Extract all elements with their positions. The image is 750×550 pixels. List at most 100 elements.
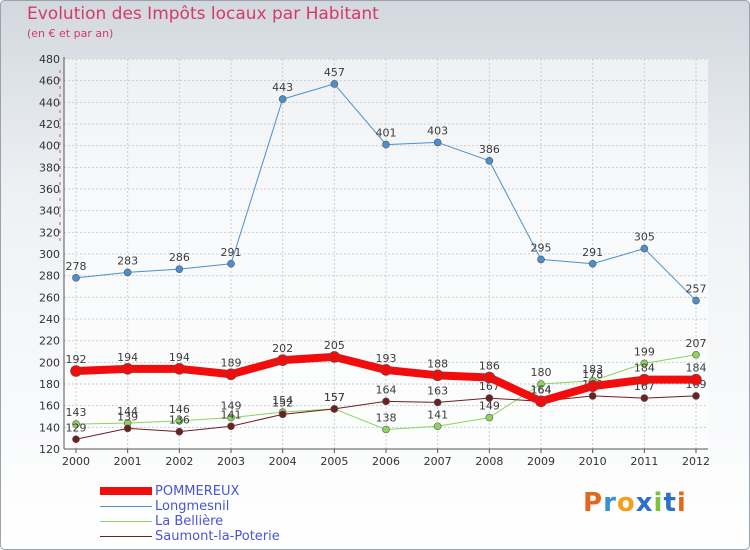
x-tick-label: 2008 xyxy=(475,455,503,468)
data-point-longmesnil xyxy=(278,95,287,103)
y-tick-label: 460 xyxy=(39,75,60,88)
y-tick-label: 320 xyxy=(39,226,60,239)
data-label-longmesnil: 286 xyxy=(169,251,190,264)
x-tick-label: 2009 xyxy=(527,455,555,468)
chart-title: Evolution des Impôts locaux par Habitant xyxy=(27,4,379,24)
data-point-saumont-la-poterie xyxy=(485,394,494,402)
x-tick-label: 2000 xyxy=(62,455,90,468)
data-label-la-belli-re: 144 xyxy=(117,405,138,418)
data-label-la-belli-re: 138 xyxy=(376,412,397,425)
data-label-la-belli-re: 143 xyxy=(66,406,87,419)
data-point-saumont-la-poterie xyxy=(433,398,442,407)
y-tick-label: 480 xyxy=(39,53,60,66)
data-label-longmesnil: 257 xyxy=(686,283,707,296)
data-label-saumont-la-poterie: 164 xyxy=(531,383,552,396)
y-tick-label: 340 xyxy=(39,205,60,218)
data-label-pommereux: 192 xyxy=(66,353,87,366)
data-point-pommereux xyxy=(638,373,651,386)
y-tick-label: 400 xyxy=(39,140,60,153)
y-tick-label: 380 xyxy=(39,161,60,174)
data-label-la-belli-re: 199 xyxy=(634,345,655,358)
x-tick-label: 2011 xyxy=(630,455,658,468)
data-label-saumont-la-poterie: 141 xyxy=(221,408,242,421)
legend-label: Saumont-la-Poterie xyxy=(155,529,280,544)
legend-swatch xyxy=(100,487,152,495)
x-tick-label: 2007 xyxy=(424,455,452,468)
data-label-la-belli-re: 146 xyxy=(169,403,190,416)
data-label-la-belli-re: 183 xyxy=(582,363,603,376)
data-label-longmesnil: 283 xyxy=(117,254,138,267)
proxiti-logo: Proxiti xyxy=(583,488,687,518)
data-label-longmesnil: 403 xyxy=(427,124,448,137)
data-point-pommereux xyxy=(586,380,599,392)
data-point-longmesnil xyxy=(433,138,442,147)
data-point-la-belli-re xyxy=(382,425,390,434)
data-point-saumont-la-poterie xyxy=(123,424,132,433)
x-tick-label: 2004 xyxy=(269,455,297,468)
x-tick-label: 2003 xyxy=(217,455,245,468)
data-label-la-belli-re: 154 xyxy=(272,394,293,407)
data-point-pommereux xyxy=(173,363,186,375)
data-point-la-belli-re xyxy=(433,422,442,431)
data-point-saumont-la-poterie xyxy=(175,427,184,436)
data-label-saumont-la-poterie: 136 xyxy=(169,414,190,427)
data-label-saumont-la-poterie: 163 xyxy=(427,384,448,397)
plot-area: 120 140 160 180 200 220 240 260 280 300 320 340 360 3… xyxy=(39,53,710,468)
x-tick-label: 2005 xyxy=(320,455,348,468)
data-label-longmesnil: 291 xyxy=(582,246,603,259)
data-label-pommereux: 184 xyxy=(686,362,707,375)
data-point-longmesnil xyxy=(588,259,597,268)
data-label-pommereux: 202 xyxy=(272,342,293,355)
legend-swatch xyxy=(100,536,152,537)
x-tick-label: 2010 xyxy=(579,455,607,468)
data-point-pommereux xyxy=(121,363,134,375)
y-tick-label: 180 xyxy=(39,378,60,391)
legend-label: La Bellière xyxy=(155,514,224,529)
data-point-longmesnil xyxy=(485,157,494,165)
x-tick-label: 2002 xyxy=(165,455,193,468)
data-label-la-belli-re: 149 xyxy=(479,400,500,413)
y-tick-label: 220 xyxy=(39,335,60,348)
data-label-pommereux: 164 xyxy=(531,383,552,396)
data-point-la-belli-re xyxy=(640,359,649,368)
legend-swatch xyxy=(100,521,152,522)
data-label-pommereux: 194 xyxy=(169,351,190,364)
data-label-saumont-la-poterie: 164 xyxy=(376,383,397,396)
data-point-longmesnil xyxy=(537,255,545,264)
data-point-longmesnil xyxy=(382,140,390,149)
data-label-la-belli-re: 141 xyxy=(427,408,448,421)
chart-subtitle: (en € et par an) xyxy=(27,27,114,40)
data-point-pommereux xyxy=(70,365,82,377)
y-tick-label: 420 xyxy=(39,118,60,131)
data-label-longmesnil: 457 xyxy=(324,66,345,79)
data-point-longmesnil xyxy=(123,268,132,277)
x-tick-label: 2012 xyxy=(682,455,710,468)
logo-letter: o xyxy=(616,488,636,518)
legend-label: Longmesnil xyxy=(155,499,230,514)
data-label-la-belli-re: 149 xyxy=(221,400,242,413)
logo-letter: i xyxy=(653,488,664,518)
data-label-saumont-la-poterie: 129 xyxy=(66,421,87,434)
data-label-longmesnil: 305 xyxy=(634,231,655,244)
data-point-la-belli-re xyxy=(537,380,545,388)
data-point-longmesnil xyxy=(72,274,80,282)
data-point-pommereux xyxy=(431,369,444,382)
logo-letter: P xyxy=(583,488,604,518)
data-point-saumont-la-poterie xyxy=(692,392,700,400)
legend-swatch xyxy=(100,506,152,507)
logo-letter: i xyxy=(676,488,687,518)
data-label-pommereux: 188 xyxy=(427,357,448,370)
y-tick-label: 260 xyxy=(39,291,60,304)
data-point-pommereux xyxy=(225,368,237,381)
data-label-pommereux: 205 xyxy=(324,339,345,352)
data-point-pommereux xyxy=(535,395,547,408)
data-label-pommereux: 193 xyxy=(376,352,397,365)
data-point-la-belli-re xyxy=(227,413,235,422)
x-tick-label: 2001 xyxy=(114,455,142,468)
data-point-pommereux xyxy=(483,371,496,384)
data-point-saumont-la-poterie xyxy=(330,405,339,413)
y-tick-label: 360 xyxy=(39,183,60,196)
data-label-pommereux: 178 xyxy=(582,368,603,381)
data-point-longmesnil xyxy=(692,296,700,305)
